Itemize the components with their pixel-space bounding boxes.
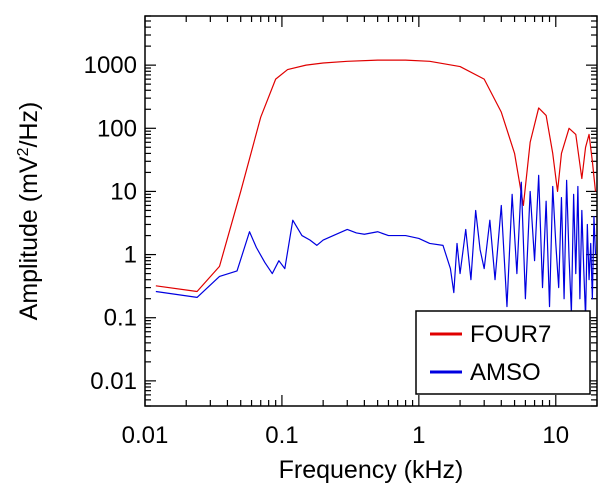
x-tick-label: 10 bbox=[542, 422, 569, 449]
tick-labels: 0.01 0.1 1 10 0.01 0.1 1 10 100 1000 bbox=[84, 52, 570, 449]
y-axis-title-superscript: 2 bbox=[15, 147, 32, 156]
y-tick-label: 0.01 bbox=[90, 368, 137, 395]
x-axis-title: Frequency (kHz) bbox=[279, 456, 464, 484]
y-tick-label: 1000 bbox=[84, 52, 137, 79]
tick-marks bbox=[144, 15, 598, 407]
series-lines bbox=[155, 59, 597, 319]
y-tick-label: 10 bbox=[110, 178, 137, 205]
x-tick-label: 1 bbox=[412, 422, 425, 449]
series-line-four7 bbox=[155, 59, 597, 293]
x-tick-label: 0.1 bbox=[265, 422, 298, 449]
legend: FOUR7 AMSO bbox=[415, 310, 591, 395]
y-axis-title: Amplitude (mV2/Hz) bbox=[15, 102, 43, 321]
legend-label-four7: FOUR7 bbox=[470, 321, 551, 348]
legend-label-amso: AMSO bbox=[470, 359, 541, 386]
legend-box bbox=[415, 310, 591, 395]
series-line-amso bbox=[155, 174, 597, 319]
y-tick-label: 1 bbox=[124, 242, 137, 269]
y-tick-label: 0.1 bbox=[104, 305, 137, 332]
x-tick-label: 0.01 bbox=[122, 422, 169, 449]
y-tick-label: 100 bbox=[97, 115, 137, 142]
